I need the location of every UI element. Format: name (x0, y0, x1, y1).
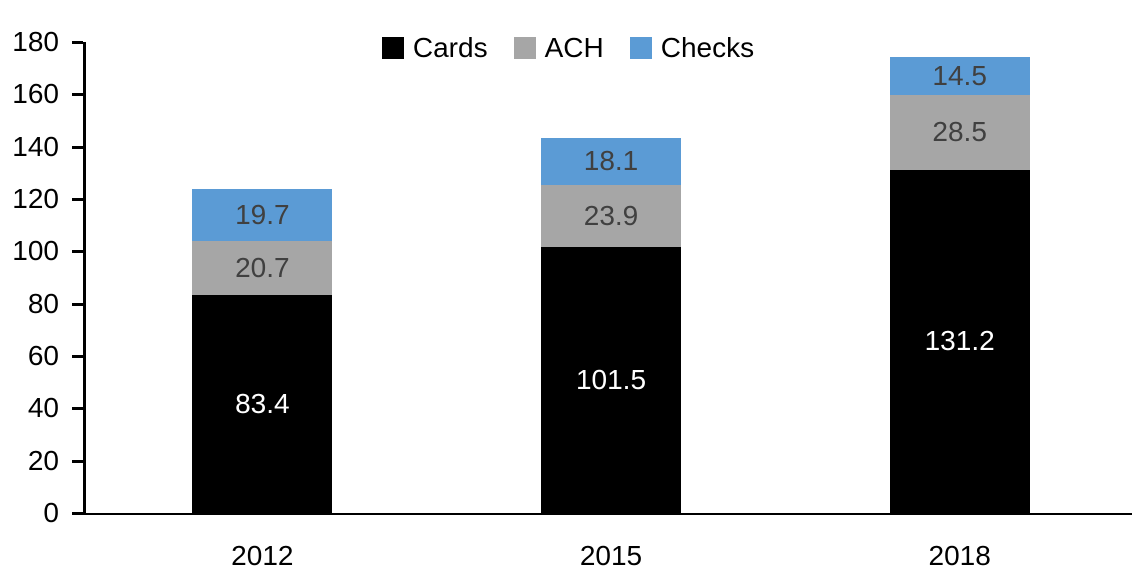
legend: Cards ACH Checks (0, 30, 1136, 66)
y-axis-tick (72, 512, 83, 515)
y-axis-tick (72, 355, 83, 358)
x-axis-line (83, 513, 1132, 515)
y-axis-tick (72, 459, 83, 463)
x-axis-category-label-2015: 2015 (579, 540, 643, 571)
x-axis-category-label-2012: 2012 (231, 540, 294, 571)
legend-swatch-ach (513, 37, 536, 59)
y-axis-tick-label: 100 (12, 235, 59, 267)
y-axis-tick-label: 80 (27, 287, 59, 319)
value-label-ach-2012: 20.7 (235, 251, 290, 283)
value-label-ach-2015: 23.9 (583, 200, 639, 232)
bar-segment-checks-2018: 14.5 (889, 57, 1030, 96)
y-axis-tick (72, 145, 83, 149)
value-label-cards-2012: 83.4 (235, 387, 290, 419)
bar-segment-cards-2018: 131.2 (889, 169, 1030, 513)
legend-label-checks: Checks (660, 32, 755, 63)
legend-label-ach: ACH (544, 32, 604, 63)
y-axis-tick-label: 120 (12, 183, 59, 214)
bar-segment-cards-2012: 83.4 (192, 294, 333, 513)
value-label-cards-2018: 131.2 (924, 325, 995, 357)
y-axis-tick-label: 0 (43, 497, 59, 528)
x-axis-category-label-2018: 2018 (928, 540, 991, 571)
bar-segment-checks-2015: 18.1 (541, 137, 681, 185)
y-axis-tick (72, 407, 83, 411)
y-axis-line (83, 42, 86, 513)
legend-swatch-cards (381, 37, 404, 59)
y-axis-tick (72, 302, 83, 306)
value-label-checks-2015: 18.1 (583, 145, 639, 177)
y-axis-tick-label: 140 (12, 130, 59, 162)
bar-segment-ach-2018: 28.5 (889, 95, 1030, 170)
y-axis-tick-label: 20 (27, 444, 59, 476)
y-axis-tick-label: 60 (27, 340, 59, 371)
value-label-checks-2012: 19.7 (235, 198, 290, 230)
legend-label-cards: Cards (412, 32, 488, 63)
y-axis-tick-label: 180 (12, 26, 59, 57)
bar-segment-checks-2012: 19.7 (192, 189, 333, 241)
y-axis-tick (72, 93, 83, 97)
y-axis-tick (72, 41, 83, 44)
legend-item-checks: Checks (629, 32, 755, 63)
bar-segment-cards-2015: 101.5 (541, 247, 681, 513)
legend-item-cards: Cards (381, 32, 488, 63)
y-axis-tick-label: 160 (12, 78, 59, 110)
y-axis-tick (72, 198, 83, 201)
value-label-ach-2018: 28.5 (932, 116, 987, 148)
legend-item-ach: ACH (513, 32, 604, 63)
value-label-checks-2018: 14.5 (932, 60, 987, 92)
y-axis-tick-label: 40 (27, 392, 59, 424)
bar-segment-ach-2015: 23.9 (541, 184, 681, 248)
y-axis-tick (72, 250, 83, 254)
value-label-cards-2015: 101.5 (575, 364, 647, 396)
bar-segment-ach-2012: 20.7 (192, 240, 333, 295)
legend-swatch-checks (629, 37, 652, 59)
